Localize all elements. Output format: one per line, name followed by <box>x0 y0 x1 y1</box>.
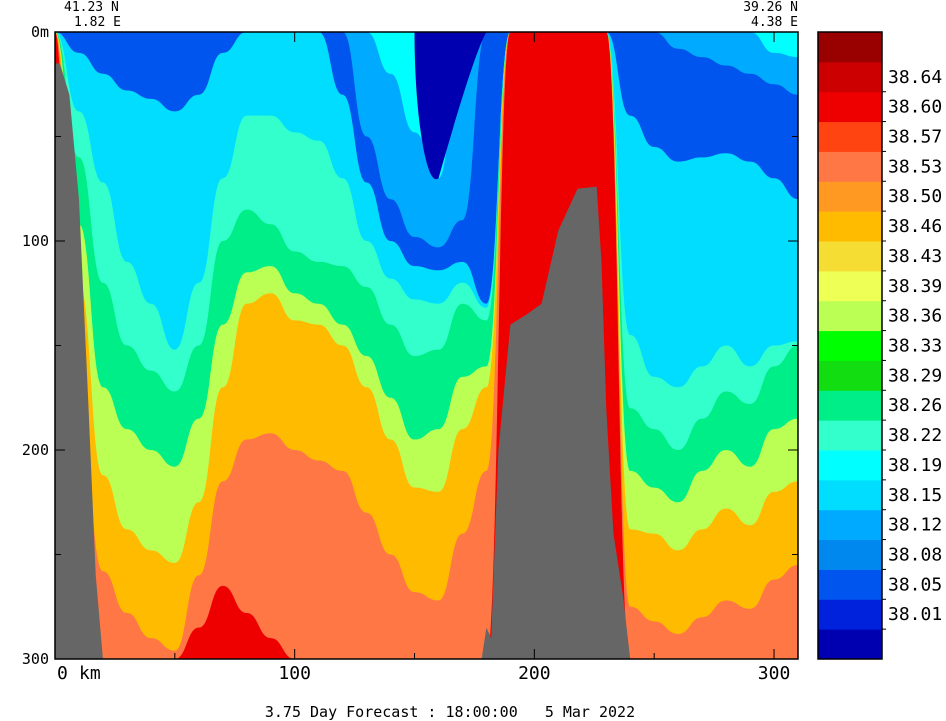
colorbar-swatch-10 <box>818 330 882 361</box>
colorbar-swatch-17 <box>818 121 882 152</box>
depth-axis: 0m 100 200 300 <box>22 23 798 668</box>
colorbar-label-3: 38.12 <box>888 515 942 536</box>
colorbar-swatch-2 <box>818 569 882 600</box>
salinity-band-38-64 <box>55 32 798 659</box>
colorbar-label-17: 38.60 <box>888 97 942 118</box>
coastal-slope <box>55 63 103 659</box>
seamount <box>481 186 631 659</box>
colorbar-label-4: 38.15 <box>888 485 942 506</box>
colorbar-swatch-19 <box>818 61 882 93</box>
distance-tick-label-100: 100 <box>278 663 311 684</box>
colorbar-swatch-5 <box>818 479 882 511</box>
colorbar-label-8: 38.29 <box>888 365 942 386</box>
colorbar-swatch-12 <box>818 270 882 302</box>
distance-unit-label: km <box>79 663 101 684</box>
colorbar-label-16: 38.57 <box>888 127 942 148</box>
end-lon-label: 4.38 E <box>751 15 798 30</box>
colorbar-swatch-8 <box>818 390 882 421</box>
colorbar-swatch-4 <box>818 509 882 541</box>
colorbar-label-11: 38.39 <box>888 276 942 297</box>
colorbar-swatch-3 <box>818 539 882 570</box>
colorbar-swatch-15 <box>818 181 882 212</box>
colorbar-label-10: 38.36 <box>888 306 942 327</box>
colorbar-swatch-20 <box>818 32 882 63</box>
depth-tick-label-0: 0m <box>31 23 49 41</box>
seafloor-terrain <box>55 63 631 659</box>
colorbar-label-9: 38.33 <box>888 336 942 357</box>
colorbar-swatch-16 <box>818 151 882 182</box>
colorbar-swatch-1 <box>818 599 882 630</box>
depth-tick-label-300: 300 <box>22 650 49 668</box>
colorbar: 38.01 38.05 38.08 38.12 38.15 38.19 38.22 38.26… <box>817 31 942 660</box>
colorbar-label-14: 38.50 <box>888 186 942 207</box>
colorbar-label-6: 38.22 <box>888 425 942 446</box>
colorbar-swatch-18 <box>818 91 882 123</box>
colorbar-label-7: 38.26 <box>888 395 942 416</box>
colorbar-label-0: 38.01 <box>888 604 942 625</box>
colorbar-label-1: 38.05 <box>888 574 942 595</box>
start-lon-label: 1.82 E <box>74 15 121 30</box>
depth-tick-label-200: 200 <box>22 441 49 459</box>
depth-tick-label-100: 100 <box>22 232 49 250</box>
colorbar-swatch-6 <box>818 450 882 481</box>
colorbar-swatch-0 <box>818 629 882 660</box>
colorbar-label-13: 38.46 <box>888 216 942 237</box>
distance-tick-label-200: 200 <box>518 663 551 684</box>
end-lat-label: 39.26 N <box>743 0 798 15</box>
colorbar-swatch-11 <box>818 300 882 332</box>
colorbar-swatch-13 <box>818 241 882 272</box>
colorbar-label-18: 38.64 <box>888 67 942 88</box>
fresh-core <box>414 32 487 180</box>
colorbar-swatch-7 <box>818 420 882 451</box>
distance-axis: 0 km 100 200 300 <box>54 32 791 684</box>
colorbar-frame <box>817 31 883 660</box>
colorbar-swatch-9 <box>818 360 882 391</box>
colorbar-swatch-14 <box>818 211 882 242</box>
distance-tick-label-0: 0 <box>57 663 68 684</box>
colorbar-label-15: 38.53 <box>888 156 942 177</box>
colorbar-label-5: 38.19 <box>888 455 942 476</box>
colorbar-label-2: 38.08 <box>888 545 942 566</box>
forecast-title: 3.75 Day Forecast : 18:00:00 5 Mar 2022 <box>265 703 635 721</box>
colorbar-label-12: 38.43 <box>888 246 942 267</box>
distance-tick-label-300: 300 <box>758 663 791 684</box>
salinity-field <box>55 32 798 659</box>
start-lat-label: 41.23 N <box>64 0 119 15</box>
